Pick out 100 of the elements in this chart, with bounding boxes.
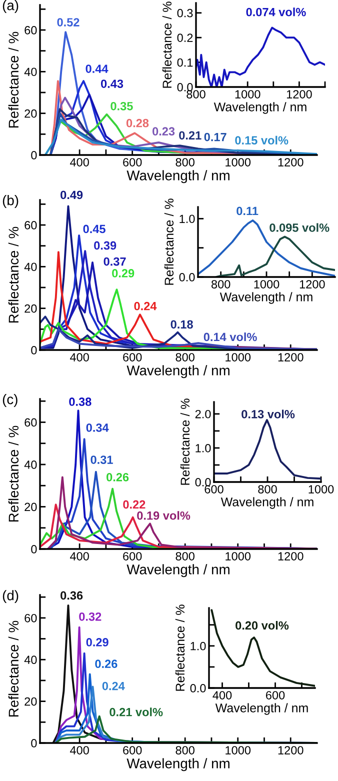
y-tick-label: 0.0	[195, 478, 211, 486]
x-tick-label: 400	[70, 158, 89, 166]
series-label: 0.34	[86, 424, 109, 432]
series-label: 0.39	[94, 241, 116, 250]
y-tick-label: 1.0	[196, 444, 211, 452]
x-tick-label: 600	[123, 746, 142, 754]
y-tick-label: 40	[24, 460, 37, 469]
x-tick-label: 600	[266, 691, 285, 700]
series-label: 0.23	[152, 127, 175, 136]
series-label: 0.22	[123, 500, 146, 509]
y-tick-label: 60	[24, 614, 37, 622]
series-label: 0.31	[90, 456, 113, 464]
series-label: 0.49	[60, 190, 83, 200]
x-axis-title: Wavelength / nm	[126, 365, 230, 378]
y-axis-title: Reflectance / %	[162, 2, 172, 88]
x-tick-label: 1000	[226, 353, 251, 362]
y-tick-label: 20	[24, 304, 37, 313]
chart-title: (c)	[2, 394, 18, 407]
y-tick-label: 1.0	[190, 642, 206, 650]
series-label: 0.15 vol%	[235, 136, 288, 145]
x-tick-label: 600	[123, 552, 142, 560]
x-tick-label: 400	[70, 353, 89, 362]
series-label: 0.29	[86, 638, 108, 646]
x-tick-label: 1000	[308, 485, 334, 494]
x-tick-label: 1000	[235, 90, 260, 98]
series-label: 0.29	[112, 269, 134, 278]
x-axis-title: Wavelength / nm	[126, 170, 230, 184]
x-tick-label: 600	[123, 158, 142, 166]
y-tick-label: 40	[24, 262, 37, 272]
y-tick-label: 0	[31, 545, 37, 554]
series-label: 0.21	[179, 131, 202, 140]
x-tick-label: 1000	[226, 746, 251, 754]
x-tick-label: 1000	[226, 552, 251, 560]
y-tick-label: 0.3	[177, 8, 193, 18]
series-label: 0.44	[86, 64, 108, 73]
y-axis-title: Reflectance / %	[8, 426, 19, 522]
series-label: 0.28	[126, 118, 149, 128]
x-tick-label: 600	[204, 485, 224, 494]
series-label: 0.14 vol%	[204, 332, 257, 342]
series-label: 0.19 vol%	[137, 511, 190, 520]
series-label: 0.32	[79, 612, 102, 621]
y-axis-title: Reflectance / %	[8, 620, 19, 716]
series-label: 0.43	[101, 80, 124, 88]
x-tick-label: 800	[258, 485, 277, 494]
y-axis-title: Reflectance / %	[180, 398, 190, 485]
y-axis-title: Reflectance / %	[8, 226, 19, 322]
series-label: 0.26	[106, 473, 129, 482]
series-label: 0.21 vol%	[110, 708, 163, 716]
x-tick-label: 400	[212, 691, 232, 700]
x-tick-label: 800	[176, 158, 194, 166]
series-label: 0.45	[83, 224, 106, 234]
y-axis-title: Reflectance / %	[175, 604, 185, 691]
series-label: 0.13 vol%	[242, 410, 295, 418]
x-tick-label: 800	[176, 552, 194, 560]
y-axis-title: Reflectance / %	[8, 32, 19, 128]
x-tick-label: 1200	[300, 280, 325, 288]
series-label: 0.24	[134, 302, 157, 310]
y-tick-label: 0.1	[177, 58, 193, 67]
y-tick-label: 0.0	[179, 273, 195, 282]
x-tick-label: 1000	[254, 280, 280, 288]
series-label: 0.38	[69, 398, 92, 406]
series-label: 0.17	[204, 132, 226, 142]
series-label: 0.24	[102, 682, 125, 690]
series-label: 0.18	[170, 320, 193, 329]
x-axis-title: Wavelength / nm	[215, 703, 308, 715]
y-tick-label: 20	[24, 697, 37, 706]
y-tick-label: 0.0	[190, 684, 206, 692]
y-tick-label: 2.0	[195, 410, 211, 418]
x-tick-label: 400	[70, 746, 89, 754]
series-label: 0.26	[95, 660, 118, 668]
x-tick-label: 800	[212, 280, 230, 288]
series-label: 0.52	[57, 18, 80, 26]
y-tick-label: 20	[24, 109, 37, 118]
x-tick-label: 800	[176, 746, 194, 754]
series-label: 0.35	[110, 102, 133, 110]
chart-title: (b)	[2, 195, 18, 208]
chart-title: (a)	[2, 0, 18, 13]
x-tick-label: 1200	[278, 158, 304, 166]
x-tick-label: 1200	[286, 90, 312, 98]
y-tick-label: 0	[31, 151, 37, 160]
x-axis-title: Wavelength / nm	[220, 292, 312, 304]
x-axis-title: Wavelength / nm	[126, 758, 230, 772]
x-tick-label: 400	[70, 552, 89, 560]
y-tick-label: 60	[24, 418, 37, 427]
y-axis-title: Reflectance / %	[164, 198, 174, 285]
y-tick-label: 1.0	[180, 214, 195, 224]
y-tick-label: 40	[24, 656, 37, 664]
x-tick-label: 1200	[278, 353, 304, 362]
series-label: 0.095 vol%	[270, 223, 330, 232]
chart-title: (d)	[2, 590, 18, 604]
x-axis-title: Wavelength / nm	[214, 102, 306, 114]
x-tick-label: 800	[176, 353, 194, 362]
x-axis-title: Wavelength / nm	[126, 564, 230, 578]
y-tick-label: 0.0	[177, 83, 193, 92]
series-label: 0.20 vol%	[236, 620, 289, 630]
x-tick-label: 800	[186, 90, 206, 98]
y-tick-label: 40	[24, 68, 37, 76]
y-tick-label: 20	[24, 502, 37, 512]
series-label: 0.36	[60, 591, 83, 600]
y-tick-label: 0.2	[177, 34, 193, 42]
